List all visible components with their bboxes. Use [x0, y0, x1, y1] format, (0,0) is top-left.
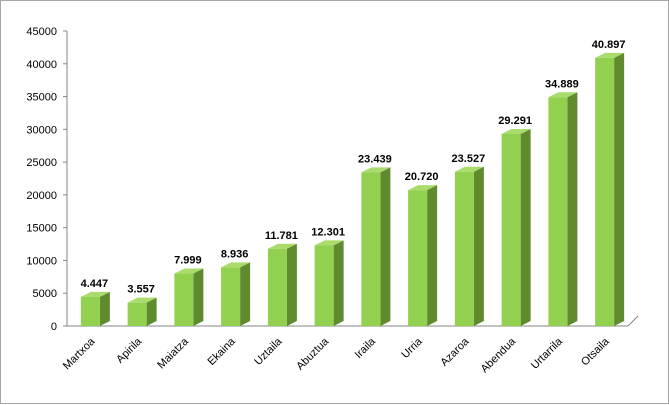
x-tick-label: Ekaina [205, 335, 238, 368]
bar-top [174, 268, 204, 274]
bar-side [193, 268, 204, 326]
data-label: 12.301 [311, 226, 345, 238]
bar [267, 248, 287, 326]
x-tick-label: Urria [399, 335, 425, 361]
bar-top [501, 128, 531, 134]
bar-side [520, 128, 531, 326]
y-tick-label: 45000 [26, 26, 57, 38]
y-tick-label: 30000 [26, 124, 57, 136]
y-tick-label: 40000 [26, 59, 57, 71]
data-label: 29.291 [498, 115, 532, 127]
data-label: 8.936 [221, 248, 249, 260]
x-tick-label: Otsaila [579, 335, 612, 368]
bar [80, 296, 100, 326]
bar [221, 267, 241, 326]
bar-side [427, 185, 438, 326]
bar [501, 133, 521, 326]
bar-side [286, 243, 297, 326]
bar-side [146, 297, 157, 326]
bar [548, 97, 568, 326]
bar-top [221, 262, 251, 268]
bar-top [361, 167, 391, 173]
data-label: 23.439 [358, 153, 392, 165]
bar-top [595, 52, 625, 58]
bar-top [454, 166, 484, 172]
bar-side [567, 92, 578, 326]
bar [174, 273, 194, 326]
bar-side [380, 167, 391, 326]
bar-side [333, 240, 344, 326]
bar-top [127, 297, 157, 303]
bar-top [408, 185, 438, 191]
y-tick-label: 15000 [26, 223, 57, 235]
x-tick-label: Urtarrila [529, 335, 566, 372]
data-label: 23.527 [452, 153, 486, 165]
x-tick-label: Abendua [479, 335, 519, 375]
x-tick-label: Apirila [114, 335, 145, 366]
y-tick-label: 0 [51, 321, 57, 333]
y-tick-label: 5000 [33, 288, 57, 300]
data-label: 7.999 [174, 255, 202, 267]
x-tick-label: Azaroa [438, 335, 472, 369]
x-tick-label: Martxoa [61, 335, 98, 372]
bar [408, 190, 428, 326]
data-label: 11.781 [265, 230, 298, 242]
data-label: 40.897 [592, 39, 626, 51]
bar-top [267, 243, 297, 249]
x-tick-label: Iraila [353, 335, 379, 361]
y-tick-label: 35000 [26, 92, 57, 104]
bar [595, 57, 615, 326]
bar [314, 245, 334, 326]
bar-top [80, 291, 110, 297]
bar [127, 302, 147, 326]
bar-side [473, 166, 484, 326]
data-label: 4.447 [81, 278, 109, 290]
bar-top [314, 240, 344, 246]
bar [361, 172, 381, 326]
data-label: 34.889 [545, 78, 579, 90]
x-tick-label: Maiatza [155, 335, 191, 371]
y-tick-label: 20000 [26, 190, 57, 202]
x-axis-depth-line [627, 315, 639, 327]
bar-side [614, 52, 625, 326]
bar-side [99, 291, 110, 326]
x-tick-label: Uztaila [252, 335, 285, 368]
y-tick-label: 25000 [26, 157, 57, 169]
bar-side [240, 262, 251, 326]
x-tick-label: Abuztua [294, 335, 332, 373]
data-label: 20.720 [405, 171, 439, 183]
bar-top [548, 92, 578, 98]
data-label: 3.557 [127, 284, 155, 296]
y-tick-label: 10000 [26, 255, 57, 267]
bar [454, 171, 474, 326]
